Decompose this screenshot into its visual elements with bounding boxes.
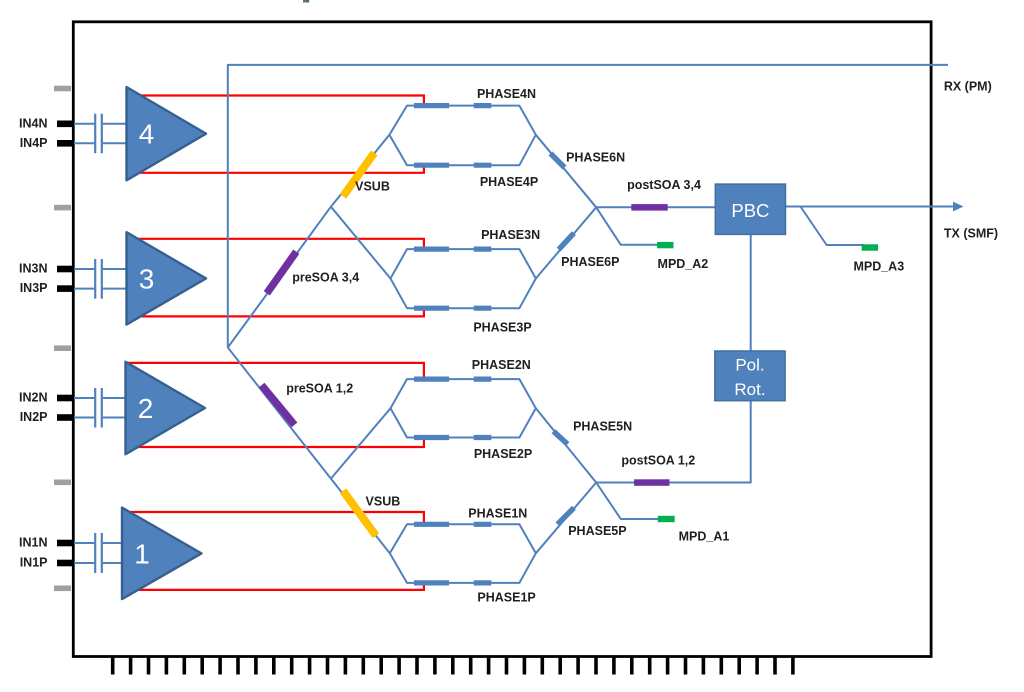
svg-text:PHASE1N: PHASE1N: [468, 506, 527, 520]
svg-text:RX (PM): RX (PM): [944, 79, 992, 93]
svg-text:PHASE3P: PHASE3P: [473, 321, 531, 335]
svg-text:TX (SMF): TX (SMF): [944, 226, 998, 240]
svg-text:IN2P: IN2P: [20, 410, 48, 424]
svg-text:IN4P: IN4P: [20, 136, 48, 150]
svg-text:PHASE2P: PHASE2P: [474, 447, 532, 461]
svg-text:MPD_A3: MPD_A3: [853, 260, 904, 274]
svg-text:2: 2: [138, 393, 154, 424]
svg-text:Rot.: Rot.: [734, 380, 765, 399]
svg-text:PHASE3N: PHASE3N: [481, 228, 540, 242]
svg-text:IN3P: IN3P: [20, 281, 48, 295]
svg-text:PHASE6P: PHASE6P: [561, 255, 619, 269]
svg-text:PHASE4N: PHASE4N: [477, 87, 536, 101]
svg-text:PHASE1P: PHASE1P: [477, 591, 535, 605]
svg-text:4: 4: [139, 119, 155, 150]
svg-text:PBC: PBC: [731, 200, 769, 221]
svg-text:IN2N: IN2N: [19, 391, 47, 405]
svg-text:postSOA 1,2: postSOA 1,2: [621, 454, 695, 468]
svg-text:preSOA 3,4: preSOA 3,4: [292, 271, 359, 285]
svg-text:postSOA 3,4: postSOA 3,4: [627, 178, 701, 192]
svg-text:PHASE5P: PHASE5P: [568, 524, 626, 538]
svg-text:IN1N: IN1N: [19, 536, 47, 550]
svg-text:IN3N: IN3N: [19, 262, 47, 276]
svg-text:PHASE2N: PHASE2N: [472, 358, 531, 372]
svg-text:IN4N: IN4N: [19, 116, 47, 130]
svg-text:3: 3: [139, 263, 155, 294]
svg-text:VSUB: VSUB: [366, 495, 401, 509]
svg-text:1: 1: [134, 538, 150, 569]
svg-text:IN1P: IN1P: [20, 556, 48, 570]
svg-text:MPD_A2: MPD_A2: [658, 257, 709, 271]
svg-text:PHASE4P: PHASE4P: [480, 175, 538, 189]
svg-text:MPD_A1: MPD_A1: [679, 529, 730, 543]
svg-text:Pol.: Pol.: [735, 356, 764, 375]
svg-text:VSUB: VSUB: [355, 179, 390, 193]
svg-text:preSOA 1,2: preSOA 1,2: [286, 381, 353, 395]
svg-text:PHASE6N: PHASE6N: [566, 151, 625, 165]
svg-text:PHASE5N: PHASE5N: [573, 420, 632, 434]
